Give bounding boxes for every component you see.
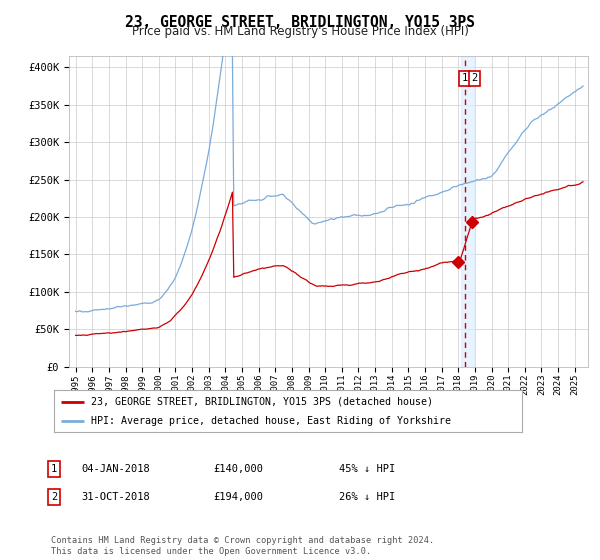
Text: 04-JAN-2018: 04-JAN-2018 <box>81 464 150 474</box>
Text: 1: 1 <box>461 73 467 83</box>
Text: 2: 2 <box>51 492 57 502</box>
Text: £194,000: £194,000 <box>213 492 263 502</box>
Text: 45% ↓ HPI: 45% ↓ HPI <box>339 464 395 474</box>
Bar <box>461 56 475 367</box>
Text: 26% ↓ HPI: 26% ↓ HPI <box>339 492 395 502</box>
Text: 1: 1 <box>51 464 57 474</box>
Text: 2: 2 <box>471 73 478 83</box>
Text: 31-OCT-2018: 31-OCT-2018 <box>81 492 150 502</box>
Text: Price paid vs. HM Land Registry's House Price Index (HPI): Price paid vs. HM Land Registry's House … <box>131 25 469 38</box>
Text: HPI: Average price, detached house, East Riding of Yorkshire: HPI: Average price, detached house, East… <box>91 416 451 426</box>
Text: 23, GEORGE STREET, BRIDLINGTON, YO15 3PS (detached house): 23, GEORGE STREET, BRIDLINGTON, YO15 3PS… <box>91 396 433 407</box>
Text: Contains HM Land Registry data © Crown copyright and database right 2024.
This d: Contains HM Land Registry data © Crown c… <box>51 536 434 556</box>
Text: £140,000: £140,000 <box>213 464 263 474</box>
Text: 23, GEORGE STREET, BRIDLINGTON, YO15 3PS: 23, GEORGE STREET, BRIDLINGTON, YO15 3PS <box>125 15 475 30</box>
